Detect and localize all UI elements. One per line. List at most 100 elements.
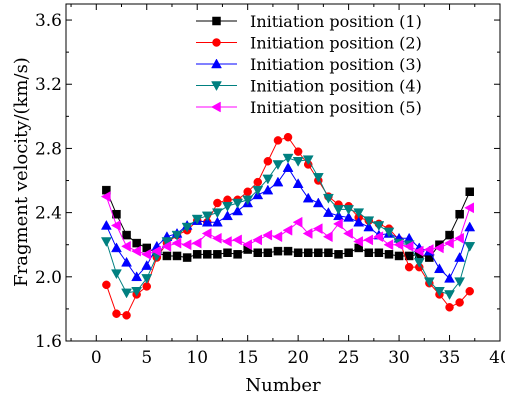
data-point	[284, 133, 292, 141]
data-point	[253, 235, 262, 245]
data-point	[254, 249, 262, 257]
y-axis-title: Fragment velocity/(km/s)	[11, 57, 32, 287]
legend-item: Initiation position (3)	[196, 55, 422, 74]
data-point	[233, 235, 242, 245]
data-point	[263, 230, 272, 240]
data-point	[445, 238, 454, 248]
data-point	[111, 270, 121, 279]
data-point	[293, 157, 303, 166]
x-tick-label: 30	[388, 348, 410, 368]
series-line	[106, 158, 469, 294]
data-point	[466, 188, 474, 196]
data-point	[133, 239, 141, 247]
legend-item: Initiation position (2)	[196, 34, 422, 53]
data-point	[273, 177, 283, 186]
data-point	[101, 220, 111, 229]
y-axis-tick-labels: 1.62.02.42.83.23.6	[35, 11, 62, 352]
x-tick-label: 15	[237, 348, 259, 368]
y-tick-label: 3.6	[35, 11, 62, 31]
data-point	[465, 203, 474, 213]
data-point	[324, 249, 332, 257]
data-point	[395, 252, 403, 260]
data-point	[313, 224, 322, 234]
data-point	[212, 209, 222, 218]
legend-item: Initiation position (5)	[196, 98, 422, 117]
data-point	[203, 250, 211, 258]
data-point	[212, 233, 221, 243]
series-4	[101, 154, 474, 299]
data-point	[283, 163, 293, 172]
data-point	[244, 188, 252, 196]
x-tick-label: 10	[186, 348, 208, 368]
data-point	[364, 235, 373, 245]
y-tick-label: 3.2	[35, 75, 62, 95]
y-tick-label: 2.4	[35, 204, 62, 224]
data-point	[222, 237, 231, 247]
data-point	[234, 250, 242, 258]
series-layer	[101, 133, 474, 319]
data-point	[122, 257, 132, 266]
data-point	[213, 250, 221, 258]
data-point	[142, 261, 152, 270]
data-point	[445, 290, 455, 299]
data-point	[385, 250, 393, 258]
legend-label: Initiation position (1)	[250, 12, 422, 31]
data-point	[446, 231, 454, 239]
data-point	[303, 193, 313, 202]
data-point	[132, 246, 141, 256]
data-point	[294, 249, 302, 257]
data-point	[233, 199, 243, 208]
legend-marker	[213, 39, 221, 47]
data-point	[284, 247, 292, 255]
data-point	[466, 287, 474, 295]
data-point	[283, 225, 292, 235]
data-point	[365, 249, 373, 257]
series-line	[106, 168, 469, 279]
x-axis-tick-labels: 0510152025303540	[91, 348, 505, 368]
data-point	[223, 249, 231, 257]
data-point	[213, 199, 221, 207]
data-point	[163, 252, 171, 260]
data-point	[123, 311, 131, 319]
legend-marker	[212, 102, 221, 112]
data-point	[456, 298, 464, 306]
data-point	[283, 154, 293, 163]
data-point	[455, 253, 465, 262]
legend-label: Initiation position (3)	[250, 55, 422, 74]
data-point	[254, 178, 262, 186]
y-tick-label: 2.0	[35, 268, 62, 288]
data-point	[455, 233, 464, 243]
data-point	[123, 231, 131, 239]
data-point	[264, 249, 272, 257]
data-point	[434, 264, 444, 273]
x-tick-label: 20	[287, 348, 309, 368]
data-point	[375, 249, 383, 257]
data-point	[222, 202, 232, 211]
data-point	[192, 238, 201, 248]
data-point	[122, 241, 131, 251]
data-point	[334, 219, 343, 229]
data-point	[183, 254, 191, 262]
data-point	[264, 157, 272, 165]
data-point	[273, 160, 283, 169]
data-point	[273, 232, 282, 242]
data-point	[263, 185, 273, 194]
series-line	[106, 197, 469, 255]
data-point	[456, 210, 464, 218]
data-point	[112, 310, 120, 318]
data-point	[274, 136, 282, 144]
data-point	[102, 281, 110, 289]
data-point	[345, 249, 353, 257]
data-point	[304, 249, 312, 257]
data-point	[193, 250, 201, 258]
legend-label: Initiation position (4)	[250, 77, 422, 96]
legend-label: Initiation position (5)	[250, 98, 422, 117]
data-point	[294, 148, 302, 156]
data-point	[111, 243, 121, 252]
legend-item: Initiation position (1)	[196, 12, 422, 31]
x-tick-label: 35	[439, 348, 461, 368]
data-point	[446, 303, 454, 311]
data-point	[111, 220, 120, 230]
data-point	[465, 242, 475, 251]
